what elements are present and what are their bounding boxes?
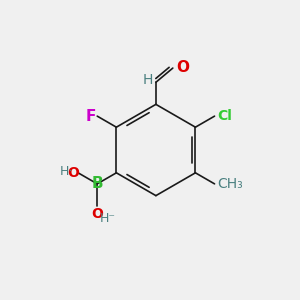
Text: CH₃: CH₃ [217,177,243,191]
Text: O: O [67,166,79,179]
Text: H: H [142,73,153,87]
Text: Cl: Cl [217,109,232,122]
Text: B: B [92,176,103,191]
Text: O: O [91,206,103,220]
Text: O: O [176,60,189,75]
Text: H⁻: H⁻ [100,212,116,225]
Text: H·: H· [59,165,73,178]
Text: F: F [85,109,96,124]
